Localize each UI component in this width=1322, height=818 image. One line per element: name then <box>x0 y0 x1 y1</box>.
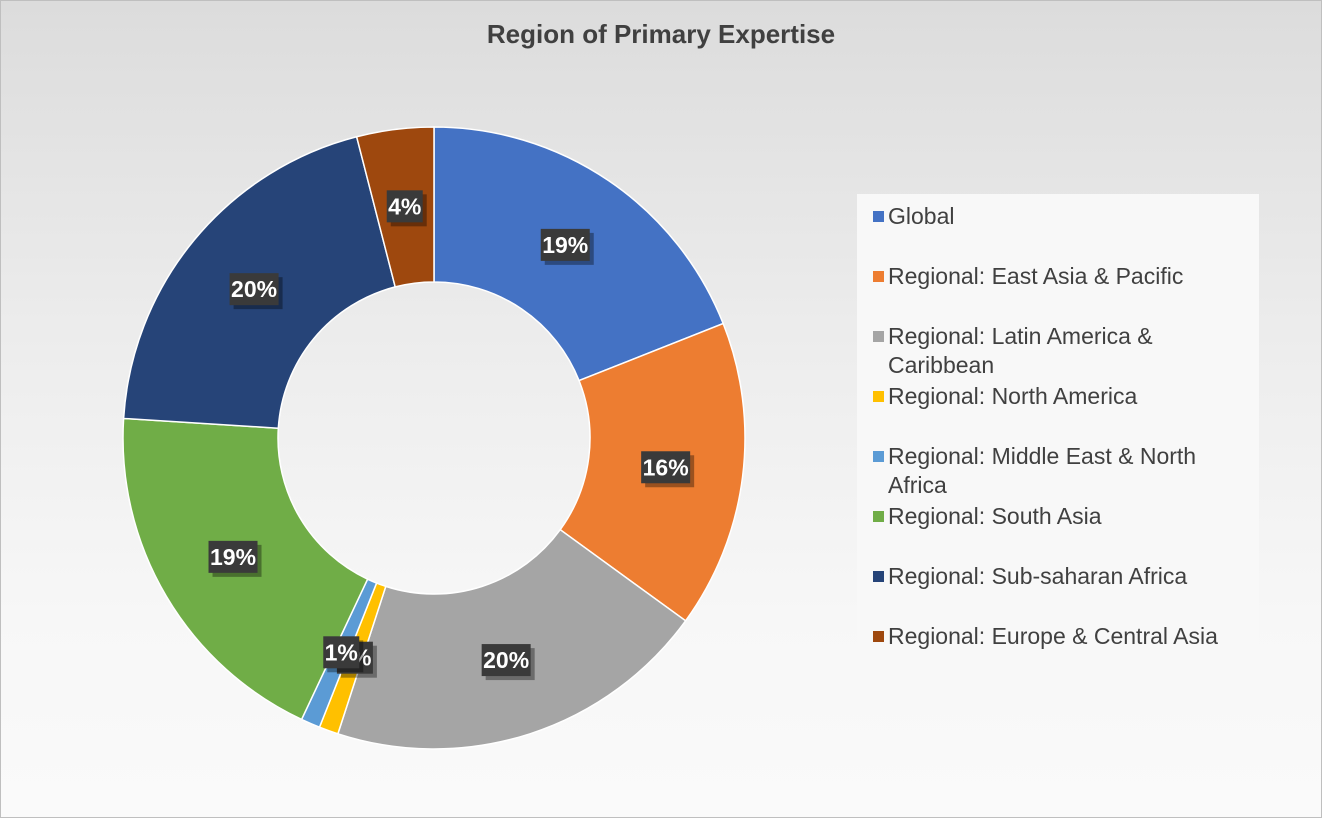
data-label-global: 19% <box>540 228 594 265</box>
data-label-box <box>386 190 423 223</box>
legend-item-europe-central-asia: Regional: Europe & Central Asia <box>873 622 1259 651</box>
data-label-text: 19% <box>210 544 256 570</box>
data-label-box <box>229 273 279 306</box>
legend-item-sub-saharan-africa: Regional: Sub-saharan Africa <box>873 562 1259 591</box>
legend-swatch <box>873 271 884 282</box>
legend-item-middle-east-north-africa: Regional: Middle East & North Africa <box>873 442 1259 500</box>
legend-label: Regional: North America <box>888 383 1138 409</box>
legend-item-latin-america-caribbean: Regional: Latin America & Caribbean <box>873 322 1259 380</box>
legend-label: Regional: Sub-saharan Africa <box>888 563 1188 589</box>
legend-swatch <box>873 331 884 342</box>
data-label-regional-south-asia: 19% <box>208 540 262 577</box>
data-label-box <box>540 228 590 261</box>
legend-swatch <box>873 631 884 642</box>
data-label-regional-east-asia-pacific: 16% <box>641 451 695 488</box>
legend-item-south-asia: Regional: South Asia <box>873 502 1259 531</box>
legend-label: Regional: East Asia & Pacific <box>888 263 1184 289</box>
legend-swatch <box>873 571 884 582</box>
data-label-text: 1% <box>325 639 358 665</box>
data-label-box <box>208 540 258 573</box>
data-label-regional-middle-east-north-africa: 1% <box>323 636 364 673</box>
legend-label: Regional: South Asia <box>888 503 1102 529</box>
data-label-regional-latin-america-caribbean: 20% <box>481 644 535 681</box>
legend-label: Regional: Europe & Central Asia <box>888 623 1218 649</box>
legend-label: Global <box>888 203 955 229</box>
legend-item-global: Global <box>873 202 1259 231</box>
data-label-regional-europe-central-asia: 4% <box>386 190 427 227</box>
legend-item-east-asia-pacific: Regional: East Asia & Pacific <box>873 262 1259 291</box>
data-label-text: 20% <box>231 276 277 302</box>
data-label-box <box>641 451 691 484</box>
legend-swatch <box>873 451 884 462</box>
data-label-text: 16% <box>643 454 689 480</box>
chart-title: Region of Primary Expertise <box>486 19 836 49</box>
legend-swatch <box>873 391 884 402</box>
legend-swatch <box>873 511 884 522</box>
chart-legend: Global Regional: East Asia & Pacific Reg… <box>857 194 1259 675</box>
legend-item-north-america: Regional: North America <box>873 382 1259 411</box>
data-label-text: 4% <box>388 193 421 219</box>
data-label-box <box>323 636 360 669</box>
data-label-box <box>481 644 531 677</box>
data-label-text: 20% <box>483 647 529 673</box>
legend-label: Regional: Latin America & Caribbean <box>888 323 1153 378</box>
legend-label: Regional: Middle East & North Africa <box>888 443 1197 498</box>
data-label-text: 19% <box>542 232 588 258</box>
data-label-regional-sub-saharan-africa: 20% <box>229 273 283 310</box>
legend-swatch <box>873 211 884 222</box>
slice-regional-latin-america-caribbean <box>336 528 687 750</box>
